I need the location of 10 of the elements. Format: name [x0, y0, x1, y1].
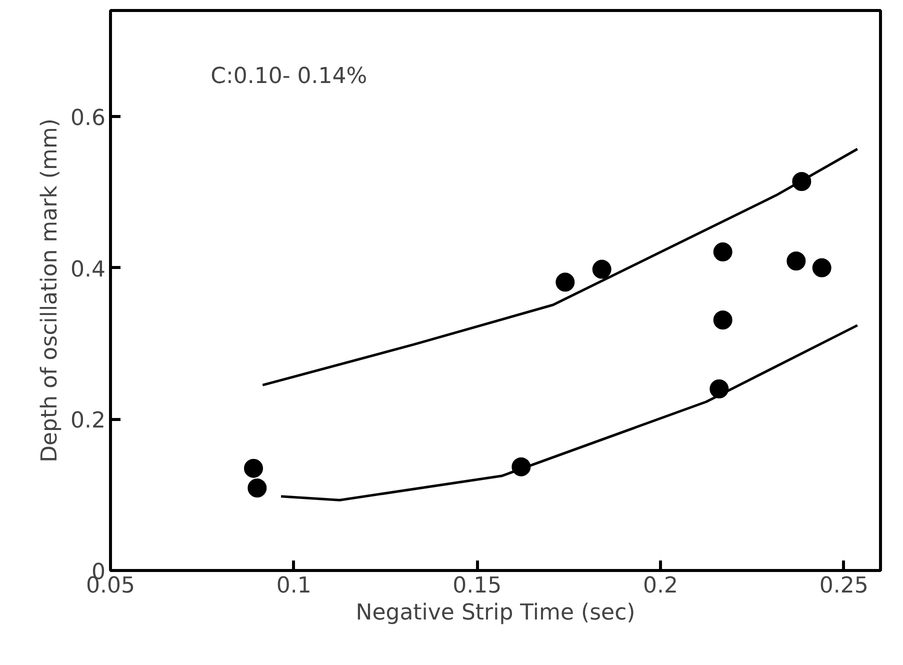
y-tick-label: 0.2 — [70, 408, 106, 434]
x-axis-title: Negative Strip Time (sec) — [356, 600, 636, 626]
x-tick-label: 0.15 — [452, 574, 502, 598]
x-tick-label: 0.2 — [643, 574, 678, 598]
x-tick-label: 0.25 — [819, 574, 868, 598]
x-tick-label: 0.1 — [276, 574, 312, 598]
y-tick-label: 0.4 — [70, 257, 106, 282]
y-tick-label: 0.6 — [70, 106, 106, 131]
annotation: C:0.10- 0.14% — [210, 64, 368, 89]
y-axis-title: Depth of oscillation mark (mm) — [38, 118, 63, 462]
